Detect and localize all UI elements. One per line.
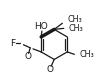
Text: O: O: [46, 65, 53, 74]
Text: CH₃: CH₃: [79, 50, 94, 59]
Text: CH₃: CH₃: [69, 24, 83, 33]
Text: F: F: [10, 39, 15, 48]
Text: HO: HO: [34, 22, 47, 31]
Text: CH₃: CH₃: [67, 15, 82, 24]
Text: O: O: [24, 52, 31, 61]
